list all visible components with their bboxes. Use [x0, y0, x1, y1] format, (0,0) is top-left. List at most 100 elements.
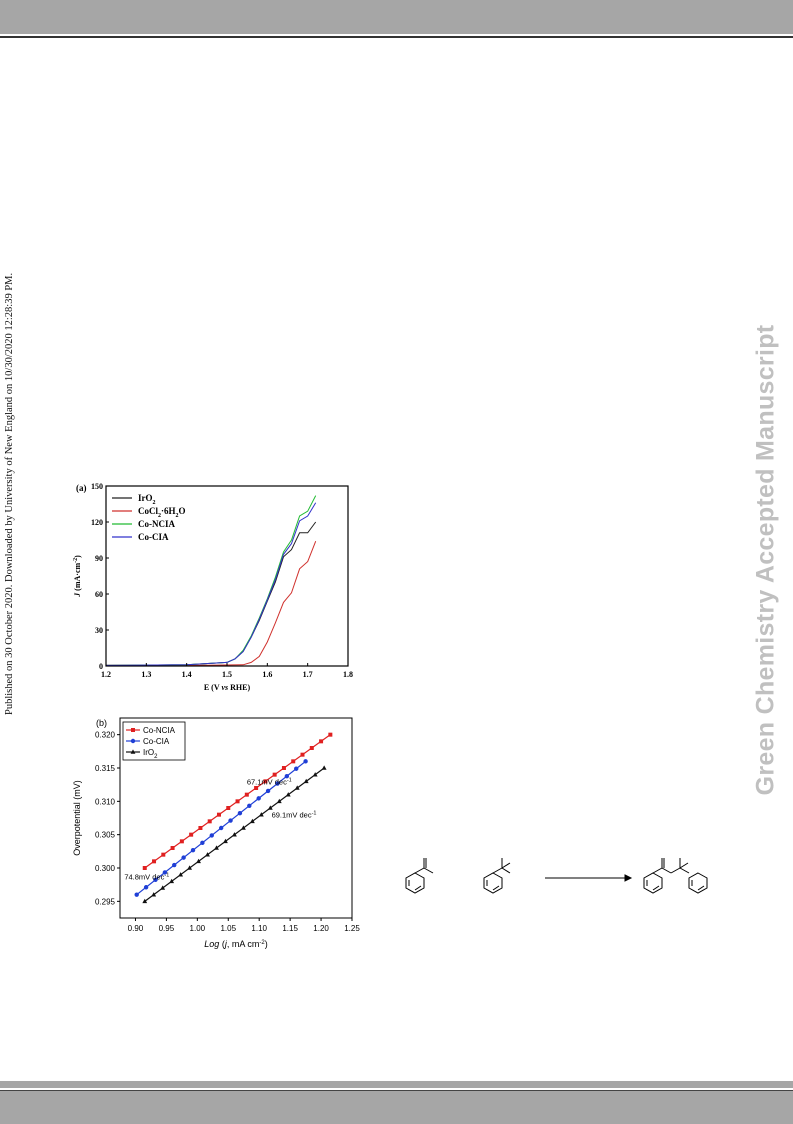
chart-b-plot-frame	[119, 717, 353, 919]
reaction-scheme	[405, 858, 708, 894]
chart-b-point	[294, 785, 300, 790]
chart-b-legend-label: IrO2	[143, 748, 158, 760]
chart-b-point	[226, 806, 231, 810]
chart-a-series-line	[105, 521, 317, 666]
chart-b-point	[172, 862, 177, 868]
chart-a-series-line	[105, 502, 317, 666]
chart-b-point	[161, 852, 166, 857]
chart-b-point	[267, 805, 273, 810]
chart-b-point	[309, 746, 314, 750]
chart-b-point	[205, 852, 210, 857]
chart-b-point	[281, 766, 286, 770]
chart-b-point	[223, 838, 228, 844]
chart-a-x-tick-label: 1.4	[182, 670, 192, 679]
chart-b-point	[294, 766, 299, 771]
chart-b-legend-marker	[131, 728, 135, 732]
chart-b-point	[256, 796, 261, 801]
reaction-arrow	[545, 874, 633, 882]
chart-b-point	[214, 845, 219, 850]
chart-b-x-axis-label: Log (j, mA cm-2)	[204, 939, 267, 949]
chart-a-y-tick-label: 30	[95, 626, 103, 635]
chart-b-x-tick-label: 0.90	[128, 924, 144, 933]
chart-b-point	[228, 818, 233, 823]
chart-a-panel-label: (a)	[76, 483, 87, 493]
chart-a-y-tick-label: 90	[95, 554, 103, 563]
chart-b-point	[181, 855, 186, 860]
chart-b-point	[178, 872, 184, 877]
chart-b-point	[254, 786, 259, 790]
chart-b-point	[244, 792, 249, 797]
chart-b-point	[169, 878, 175, 884]
chart-b-slope-annotation: 69.1mV dec-1	[272, 810, 317, 819]
chart-b-legend-marker	[130, 738, 136, 744]
chart-b-point	[151, 892, 157, 897]
chart-b-point	[216, 812, 221, 817]
chart-b-x-tick-label: 1.05	[220, 924, 236, 933]
chart-b-point	[235, 799, 240, 804]
chart-b-point	[142, 866, 147, 870]
chart-a-legend-label: Co-CIA	[138, 532, 169, 542]
chart-b-point	[153, 877, 158, 883]
chart-a-x-tick-label: 1.8	[343, 670, 353, 679]
chart-b-point	[284, 773, 290, 779]
chart-b-legend-label: Co-CIA	[143, 737, 170, 746]
chart-b-point	[285, 792, 291, 797]
chart-b-legend-marker	[130, 749, 136, 754]
chart-b-y-axis-label: Overpotential (mV)	[72, 780, 82, 856]
chart-b-panel-label: (b)	[96, 718, 107, 728]
product-structure	[643, 858, 708, 894]
header-rule	[0, 36, 793, 38]
chart-b-point	[265, 788, 271, 794]
publication-note: Published on 30 October 2020. Downloaded…	[4, 272, 15, 715]
chart-b-point	[196, 858, 201, 864]
footer-rule	[0, 1081, 793, 1088]
chart-b-point	[209, 833, 214, 838]
chart-b-point	[272, 772, 277, 777]
chart-b-point	[291, 759, 296, 764]
chart-b-y-tick-label: 0.295	[95, 897, 116, 906]
chart-a-y-axis-label: J (mA·cm-2)	[73, 555, 82, 598]
alpha-methylstyrene-structure	[405, 858, 434, 894]
chart-b-x-tick-label: 1.25	[344, 924, 360, 933]
page-footer-bar	[0, 1090, 793, 1124]
chart-b-point	[179, 839, 184, 844]
chart-b-point	[160, 885, 166, 890]
chart-a-x-tick-label: 1.6	[262, 670, 272, 679]
chart-b-point	[321, 765, 327, 770]
chart-b-point	[303, 759, 308, 764]
chart-b-point	[237, 810, 243, 816]
chart-b-point	[328, 732, 333, 737]
chart-b-legend-label: Co-NCIA	[143, 726, 176, 735]
chart-b-point	[312, 772, 318, 777]
chart-b-x-tick-label: 0.95	[159, 924, 175, 933]
chart-b-point	[170, 846, 175, 850]
accepted-manuscript-watermark: Green Chemistry Accepted Manuscript	[751, 324, 780, 796]
chart-b-point	[276, 798, 282, 804]
chart-b-y-tick-label: 0.320	[95, 731, 116, 740]
chart-a-legend-label: Co-NCIA	[138, 519, 175, 529]
chart-b-slope-annotation: 74.8mV dec-1	[124, 872, 169, 881]
chart-b-point	[300, 752, 305, 757]
chart-b-y-tick-label: 0.310	[95, 797, 116, 806]
chart-a-x-tick-label: 1.5	[222, 670, 232, 679]
chart-a-x-axis-label: E (V vs RHE)	[204, 683, 251, 692]
chart-b-x-tick-label: 1.10	[251, 924, 267, 933]
chart-b-point	[303, 778, 309, 784]
chart-b-point	[200, 840, 205, 846]
chart-b-point	[143, 885, 149, 890]
chart-b-point	[275, 781, 280, 786]
chart-b-point	[152, 859, 157, 864]
chart-b-point	[134, 892, 139, 897]
chart-a-plot-frame	[105, 485, 349, 667]
chart-b-point	[249, 818, 255, 824]
chart-b-point	[263, 779, 268, 784]
page-header-bar	[0, 0, 793, 34]
chart-a-legend-label: IrO2	[138, 493, 156, 506]
chart-a-y-tick-label: 120	[91, 518, 103, 527]
chart-b-point	[198, 826, 203, 830]
chart-a-y-tick-label: 0	[99, 662, 103, 671]
chart-b-tafel: 0.90 0.95 1.00 1.05 1.10 1.15 1.20 1.25 0.295 0.3…	[72, 717, 360, 949]
chart-b-x-tick-label: 1.00	[190, 924, 206, 933]
chart-b-point	[232, 832, 237, 837]
